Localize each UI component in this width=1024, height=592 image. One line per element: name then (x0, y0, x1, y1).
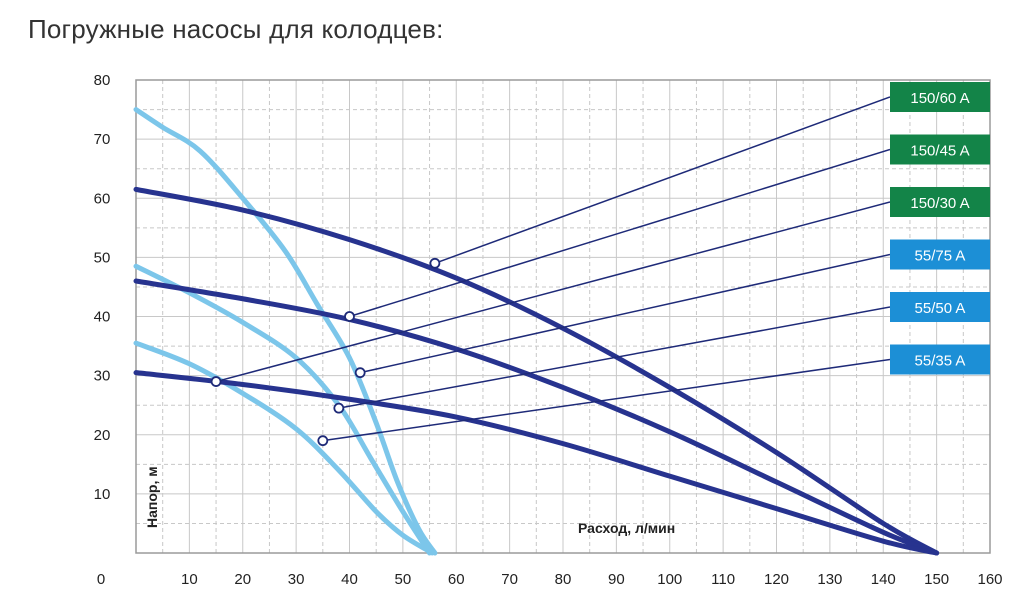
y-tick-label: 30 (94, 368, 111, 385)
y-tick-label: 10 (94, 486, 111, 503)
curve-marker-55-35-A (317, 435, 329, 447)
legend-box-150-60-A (890, 82, 990, 112)
series-line-55-50-A (133, 263, 433, 556)
y-tick-label: 60 (94, 190, 111, 207)
x-tick-label: 0 (97, 571, 105, 588)
leader-line-55-35-A (322, 358, 891, 442)
legend-box-55-50-A (890, 292, 990, 322)
x-axis-title: Расход, л/мин (578, 520, 675, 536)
y-tick-label: 20 (94, 427, 111, 444)
x-tick-label: 110 (711, 571, 735, 588)
x-tick-label: 20 (234, 571, 251, 588)
legend-label-55-50-A: 55/50 A (915, 300, 966, 317)
x-tick-label: 50 (395, 571, 412, 588)
series-line-55-35-A (133, 340, 435, 556)
curve-marker-150-60-A (429, 257, 441, 269)
legend-box-150-45-A (890, 134, 990, 165)
x-tick-label: 80 (555, 571, 572, 588)
page-title: Погружные насосы для колодцев: (28, 14, 444, 44)
series-line-150-30-A (133, 370, 940, 556)
x-tick-label: 100 (657, 571, 682, 588)
leader-line-150-45-A (349, 148, 891, 318)
leader-line-150-60-A (434, 96, 891, 264)
legend-label-55-75-A: 55/75 A (915, 248, 966, 265)
x-tick-label: 150 (924, 571, 949, 588)
legend-box-150-30-A (890, 187, 990, 217)
x-tick-label: 130 (817, 571, 842, 588)
x-tick-label: 70 (501, 571, 518, 588)
legend-label-55-35-A: 55/35 A (915, 353, 966, 370)
y-tick-label: 50 (94, 249, 111, 266)
series-line-150-45-A (133, 278, 940, 556)
series-line-55-75-A (133, 107, 438, 556)
x-tick-label: 10 (181, 571, 198, 588)
pump-curves (133, 107, 940, 556)
y-axis-title: Напор, м (144, 466, 160, 528)
curve-marker-55-75-A (354, 367, 366, 379)
y-tick-label: 40 (94, 309, 111, 326)
x-tick-label: 120 (764, 571, 789, 588)
tick-labels: 0 10 20 30 40 50 60 70 80 90 100 110 120 130 140 150 160… (94, 72, 1003, 588)
x-tick-label: 60 (448, 571, 465, 588)
x-tick-label: 90 (608, 571, 625, 588)
leader-line-55-50-A (338, 306, 891, 409)
legend-label-150-30-A: 150/30 A (910, 195, 969, 212)
leader-line-150-30-A (215, 201, 891, 383)
leader-line-55-75-A (360, 253, 891, 374)
x-tick-label: 160 (977, 571, 1002, 588)
curve-marker-55-50-A (333, 402, 345, 414)
legend: 150/60 A 150/45 A 150/30 A 55/75 A 55/50 A 55… (890, 82, 990, 375)
x-tick-label: 140 (871, 571, 896, 588)
y-tick-label: 80 (94, 72, 111, 89)
series-line-150-60-A (133, 186, 940, 556)
curve-marker-150-45-A (344, 311, 355, 322)
legend-box-55-35-A (890, 344, 990, 375)
y-tick-label: 70 (94, 131, 111, 148)
curve-marker-150-30-A (210, 376, 222, 387)
grid (135, 79, 991, 554)
leader-lines (215, 96, 891, 442)
x-tick-label: 30 (288, 571, 305, 588)
legend-box-55-75-A (890, 239, 990, 270)
curve-markers (210, 257, 441, 447)
x-tick-label: 40 (341, 571, 358, 588)
legend-label-150-45-A: 150/45 A (910, 143, 969, 160)
legend-label-150-60-A: 150/60 A (910, 90, 969, 107)
